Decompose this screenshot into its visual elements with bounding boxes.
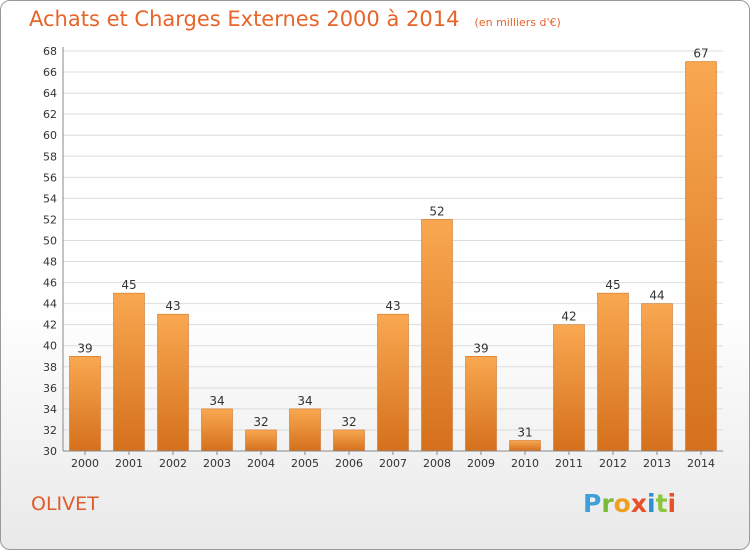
x-tick-label: 2007 xyxy=(379,457,407,470)
data-label: 42 xyxy=(561,310,576,324)
y-tick-label: 52 xyxy=(43,213,57,226)
bar xyxy=(641,303,673,452)
x-tick-label: 2010 xyxy=(511,457,539,470)
chart-title: Achats et Charges Externes 2000 à 2014 xyxy=(29,7,460,31)
axes xyxy=(62,47,723,455)
bar xyxy=(333,429,365,452)
bar xyxy=(157,313,189,452)
y-tick-label: 48 xyxy=(43,256,57,269)
bar xyxy=(289,408,321,452)
y-tick-label: 46 xyxy=(43,277,57,290)
x-tick-label: 2000 xyxy=(71,457,99,470)
x-tick-label: 2009 xyxy=(467,457,495,470)
y-tick-label: 54 xyxy=(43,192,57,205)
y-tick-label: 56 xyxy=(43,171,57,184)
logo-letter: i xyxy=(667,489,677,518)
x-tick-label: 2005 xyxy=(291,457,319,470)
data-label: 67 xyxy=(693,47,708,61)
data-label: 44 xyxy=(649,289,664,303)
bar xyxy=(553,324,585,452)
y-tick-label: 34 xyxy=(43,403,57,416)
bars xyxy=(69,61,717,452)
logo-letter: t xyxy=(655,489,668,518)
data-label: 43 xyxy=(165,299,180,313)
y-tick-label: 58 xyxy=(43,150,57,163)
bar xyxy=(377,313,409,452)
proxiti-logo: Proxiti xyxy=(583,489,676,518)
x-tick-label: 2001 xyxy=(115,457,143,470)
y-tick-label: 38 xyxy=(43,361,57,374)
x-tick-label: 2002 xyxy=(159,457,187,470)
bar xyxy=(69,356,101,452)
x-tick-label: 2011 xyxy=(555,457,583,470)
y-tick-label: 64 xyxy=(43,87,57,100)
x-tick-label: 2014 xyxy=(687,457,715,470)
x-tick-label: 2013 xyxy=(643,457,671,470)
y-tick-label: 36 xyxy=(43,382,57,395)
x-tick-label: 2012 xyxy=(599,457,627,470)
bar xyxy=(465,356,497,452)
bar xyxy=(509,440,541,452)
x-tick-label: 2004 xyxy=(247,457,275,470)
data-label: 31 xyxy=(517,425,532,439)
bar xyxy=(201,408,233,452)
y-tick-label: 66 xyxy=(43,66,57,79)
data-label: 52 xyxy=(429,204,444,218)
y-tick-label: 60 xyxy=(43,129,57,142)
y-tick-label: 50 xyxy=(43,234,57,247)
y-tick-label: 30 xyxy=(43,445,57,458)
data-label: 32 xyxy=(341,415,356,429)
logo-letter: i xyxy=(647,489,656,518)
y-tick-label: 68 xyxy=(43,45,57,58)
title-row: Achats et Charges Externes 2000 à 2014 (… xyxy=(29,7,561,31)
y-tick-label: 32 xyxy=(43,424,57,437)
logo-letter: o xyxy=(613,489,631,518)
labels: 30 32 34 36 38 40 42 44 46 48 50 52 54 56 58 60 62 64 66 68… xyxy=(43,45,715,470)
chart-subtitle: (en milliers d'€) xyxy=(474,16,561,29)
bar xyxy=(421,219,453,452)
bar xyxy=(113,292,145,452)
place-name: OLIVET xyxy=(31,493,99,515)
bar xyxy=(685,61,717,452)
data-label: 45 xyxy=(121,278,136,292)
x-tick-label: 2008 xyxy=(423,457,451,470)
data-label: 39 xyxy=(473,341,488,355)
bar xyxy=(245,429,277,452)
y-tick-label: 44 xyxy=(43,298,57,311)
logo-letter: r xyxy=(601,489,614,518)
logo-letter: x xyxy=(630,489,647,518)
data-label: 45 xyxy=(605,278,620,292)
y-tick-label: 42 xyxy=(43,319,57,332)
x-tick-label: 2006 xyxy=(335,457,363,470)
data-label: 34 xyxy=(297,394,312,408)
data-label: 43 xyxy=(385,299,400,313)
y-tick-label: 62 xyxy=(43,108,57,121)
data-label: 34 xyxy=(209,394,224,408)
x-tick-label: 2003 xyxy=(203,457,231,470)
bar xyxy=(597,292,629,452)
data-label: 32 xyxy=(253,415,268,429)
logo-letter: P xyxy=(583,489,602,518)
y-tick-label: 40 xyxy=(43,340,57,353)
data-label: 39 xyxy=(77,341,92,355)
